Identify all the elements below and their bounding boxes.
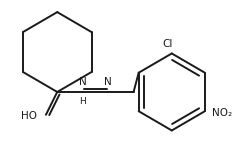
Text: Cl: Cl	[162, 39, 173, 49]
Text: H: H	[79, 97, 86, 106]
Text: N: N	[104, 77, 112, 87]
Text: N: N	[79, 77, 87, 87]
Text: NO₂: NO₂	[212, 108, 232, 118]
Text: HO: HO	[22, 111, 37, 121]
